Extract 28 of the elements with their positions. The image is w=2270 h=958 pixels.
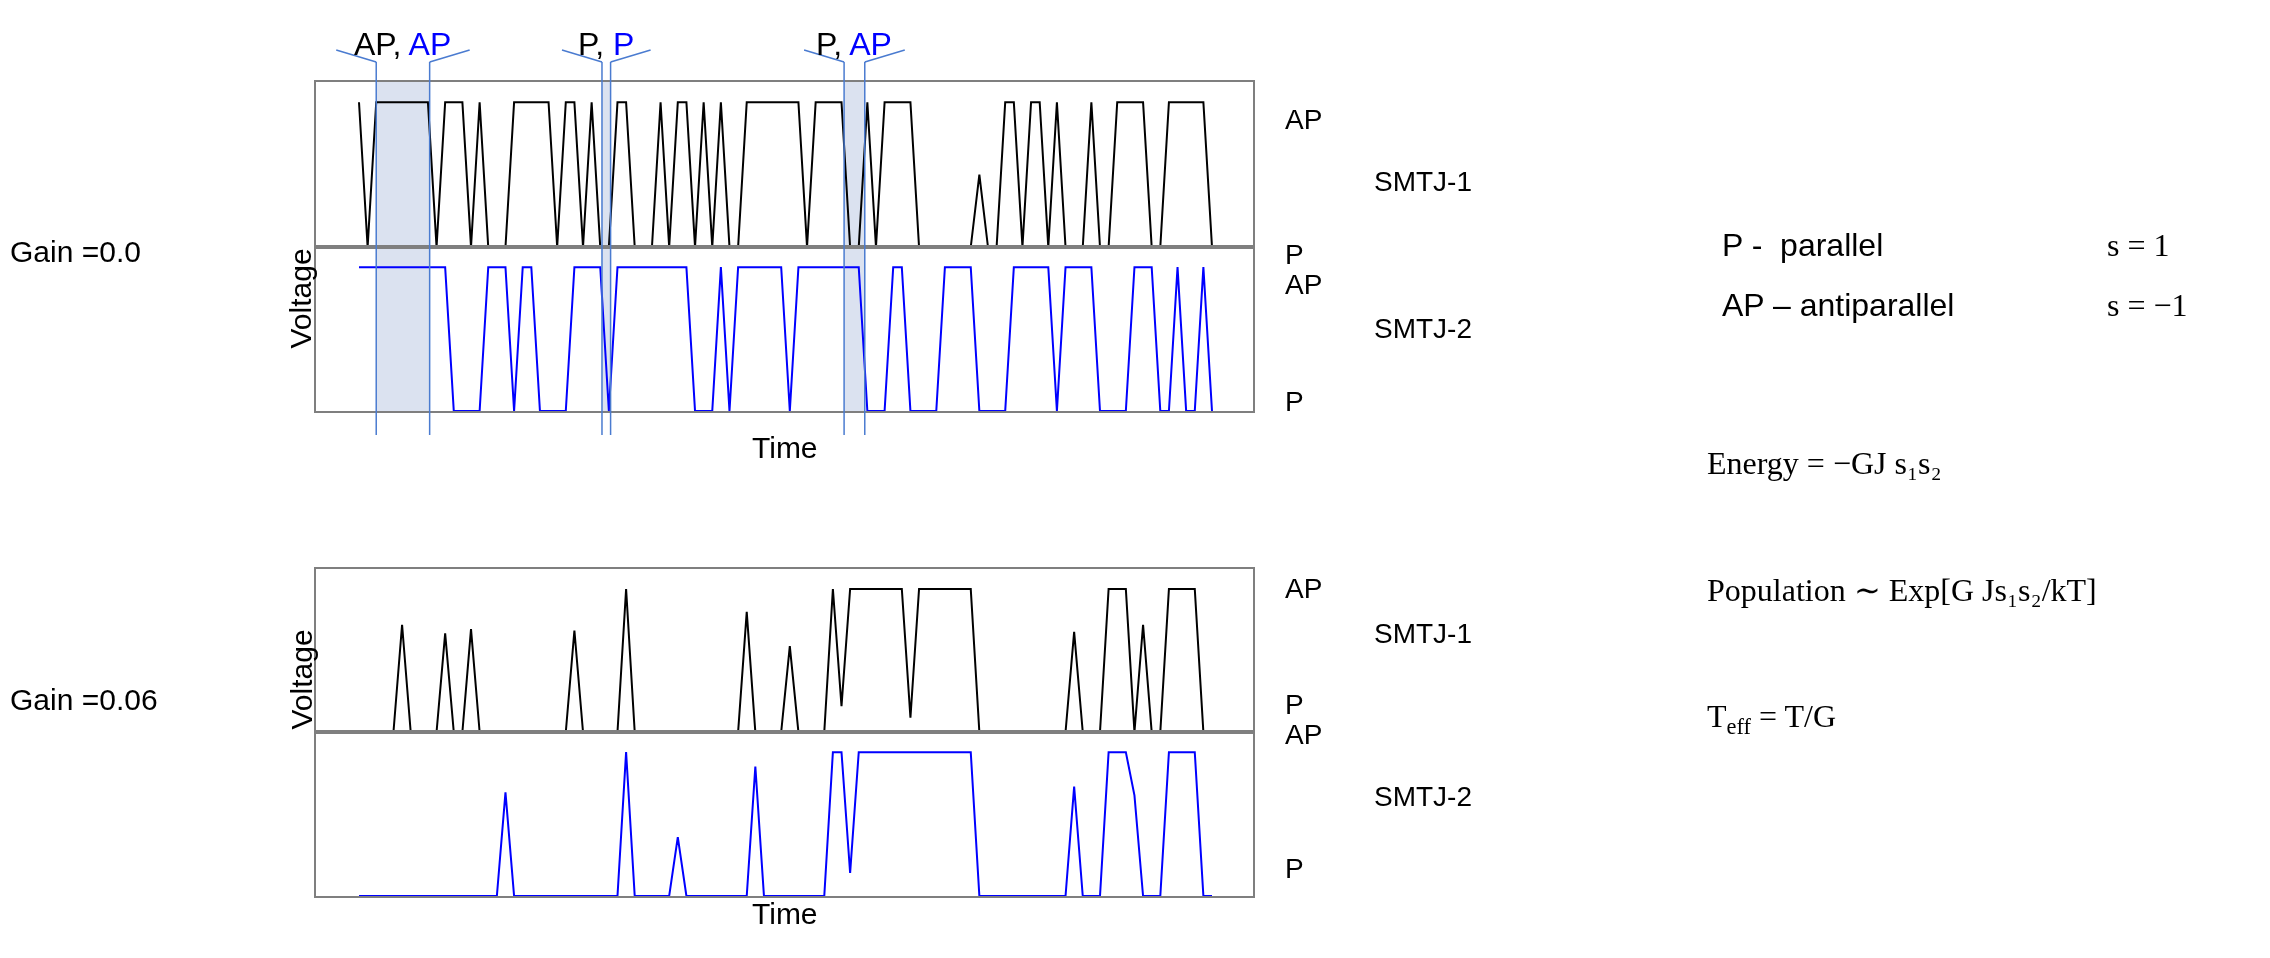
text: Gain =0.06 [10,683,158,716]
text: P, P [578,26,635,62]
y-axis-title: Voltage [283,248,317,349]
x-axis-title: Time [752,897,818,930]
text: P - parallel [1722,227,1884,263]
text: Gain =0.0 [10,235,141,268]
text: AP [1285,573,1323,604]
y-axis-title: Voltage [284,629,318,730]
text: AP [1285,104,1323,135]
text: Population ∼ Exp[G Js₁s₂/kT] [1707,572,2097,608]
text: P [1285,853,1304,884]
text: SMTJ-1 [1374,166,1472,197]
text: s = 1 [2107,227,2170,263]
text: SMTJ-1 [1374,618,1472,649]
text: AP, AP [354,26,452,62]
text: AP [1285,269,1323,300]
text: AP – antiparallel [1722,287,1955,323]
text: Energy = −GJ s₁s₂ [1707,445,1942,481]
text: SMTJ-2 [1374,313,1472,344]
x-axis-title: Time [752,431,818,464]
text: AP [1285,719,1323,750]
text: P [1285,386,1304,417]
text: SMTJ-2 [1374,781,1472,812]
text: P [1285,689,1304,720]
text: s = −1 [2107,287,2188,323]
text: P [1285,239,1304,270]
text: P, AP [816,26,892,62]
text: T$_{eff}$ = T/G [1707,698,1837,739]
